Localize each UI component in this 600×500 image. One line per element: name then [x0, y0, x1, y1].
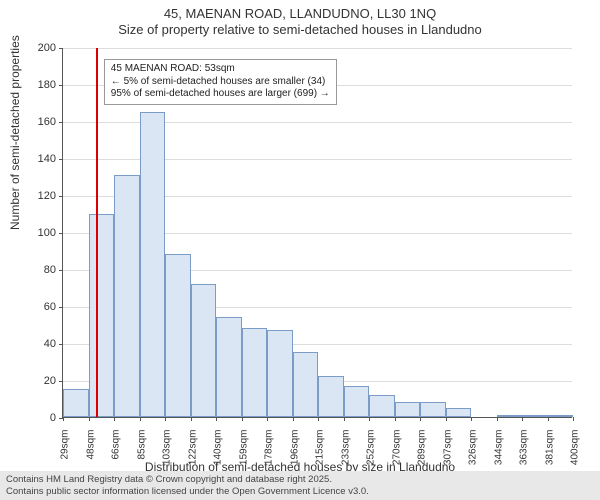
x-tick-label: 307sqm [442, 430, 453, 480]
histogram-bar [548, 415, 574, 417]
reference-line [96, 48, 98, 417]
y-tick-mark [59, 159, 63, 160]
y-tick-label: 20 [16, 375, 56, 387]
y-tick-mark [59, 48, 63, 49]
x-tick-label: 66sqm [111, 430, 122, 480]
histogram-bar [420, 402, 446, 417]
histogram-bar [395, 402, 421, 417]
y-tick-mark [59, 196, 63, 197]
x-tick-label: 326sqm [468, 430, 479, 480]
annotation-line3: 95% of semi-detached houses are larger (… [111, 88, 330, 101]
x-tick-mark [497, 417, 498, 421]
y-tick-label: 120 [16, 190, 56, 202]
histogram-bar [216, 317, 242, 417]
chart-title: 45, MAENAN ROAD, LLANDUDNO, LL30 1NQ Siz… [0, 6, 600, 39]
x-tick-label: 103sqm [162, 430, 173, 480]
x-tick-mark [548, 417, 549, 421]
y-tick-label: 140 [16, 153, 56, 165]
x-tick-mark [318, 417, 319, 421]
y-tick-label: 160 [16, 116, 56, 128]
histogram-bar [369, 395, 395, 417]
plot-area: 45 MAENAN ROAD: 53sqm← 5% of semi-detach… [62, 48, 572, 418]
x-tick-label: 140sqm [213, 430, 224, 480]
x-tick-mark [522, 417, 523, 421]
x-tick-mark [165, 417, 166, 421]
x-tick-label: 122sqm [187, 430, 198, 480]
annotation-box: 45 MAENAN ROAD: 53sqm← 5% of semi-detach… [104, 59, 337, 105]
x-tick-mark [63, 417, 64, 421]
histogram-bar [293, 352, 319, 417]
y-tick-mark [59, 122, 63, 123]
histogram-bar [497, 415, 523, 417]
x-tick-mark [216, 417, 217, 421]
x-tick-mark [242, 417, 243, 421]
x-tick-label: 29sqm [60, 430, 71, 480]
histogram-bar [522, 415, 548, 417]
x-tick-label: 344sqm [493, 430, 504, 480]
y-tick-mark [59, 270, 63, 271]
x-tick-label: 196sqm [289, 430, 300, 480]
x-tick-label: 48sqm [85, 430, 96, 480]
x-tick-label: 178sqm [264, 430, 275, 480]
x-tick-label: 215sqm [315, 430, 326, 480]
x-tick-label: 400sqm [570, 430, 581, 480]
x-tick-label: 252sqm [366, 430, 377, 480]
x-tick-label: 381sqm [544, 430, 555, 480]
histogram-bar [89, 214, 115, 418]
histogram-bar [63, 389, 89, 417]
x-tick-label: 85sqm [136, 430, 147, 480]
histogram-bar [191, 284, 217, 417]
histogram-bar [165, 254, 191, 417]
histogram-bar [344, 386, 370, 417]
histogram-bar [140, 112, 166, 417]
histogram-bar [318, 376, 344, 417]
x-tick-mark [573, 417, 574, 421]
annotation-line2: ← 5% of semi-detached houses are smaller… [111, 76, 330, 89]
title-line1: 45, MAENAN ROAD, LLANDUDNO, LL30 1NQ [0, 6, 600, 22]
x-tick-mark [191, 417, 192, 421]
x-tick-mark [420, 417, 421, 421]
x-tick-mark [293, 417, 294, 421]
x-tick-mark [446, 417, 447, 421]
y-tick-mark [59, 233, 63, 234]
histogram-bar [446, 408, 472, 417]
x-tick-mark [114, 417, 115, 421]
y-tick-label: 0 [16, 412, 56, 424]
y-tick-label: 200 [16, 42, 56, 54]
y-tick-label: 40 [16, 338, 56, 350]
annotation-line1: 45 MAENAN ROAD: 53sqm [111, 63, 330, 76]
gridline [63, 48, 572, 49]
histogram-bar [114, 175, 140, 417]
x-tick-mark [267, 417, 268, 421]
x-tick-label: 289sqm [417, 430, 428, 480]
x-tick-label: 233sqm [340, 430, 351, 480]
y-tick-label: 100 [16, 227, 56, 239]
y-tick-label: 60 [16, 301, 56, 313]
x-tick-label: 159sqm [238, 430, 249, 480]
footer-line2: Contains public sector information licen… [6, 486, 594, 497]
y-tick-mark [59, 85, 63, 86]
x-tick-mark [89, 417, 90, 421]
x-tick-mark [344, 417, 345, 421]
title-line2: Size of property relative to semi-detach… [0, 22, 600, 38]
y-tick-mark [59, 344, 63, 345]
x-tick-mark [395, 417, 396, 421]
y-tick-label: 180 [16, 79, 56, 91]
x-tick-mark [369, 417, 370, 421]
y-tick-mark [59, 381, 63, 382]
x-tick-mark [471, 417, 472, 421]
x-tick-mark [140, 417, 141, 421]
x-tick-label: 270sqm [391, 430, 402, 480]
histogram-bar [267, 330, 293, 417]
x-tick-label: 363sqm [519, 430, 530, 480]
y-tick-mark [59, 307, 63, 308]
histogram-bar [242, 328, 268, 417]
y-tick-label: 80 [16, 264, 56, 276]
